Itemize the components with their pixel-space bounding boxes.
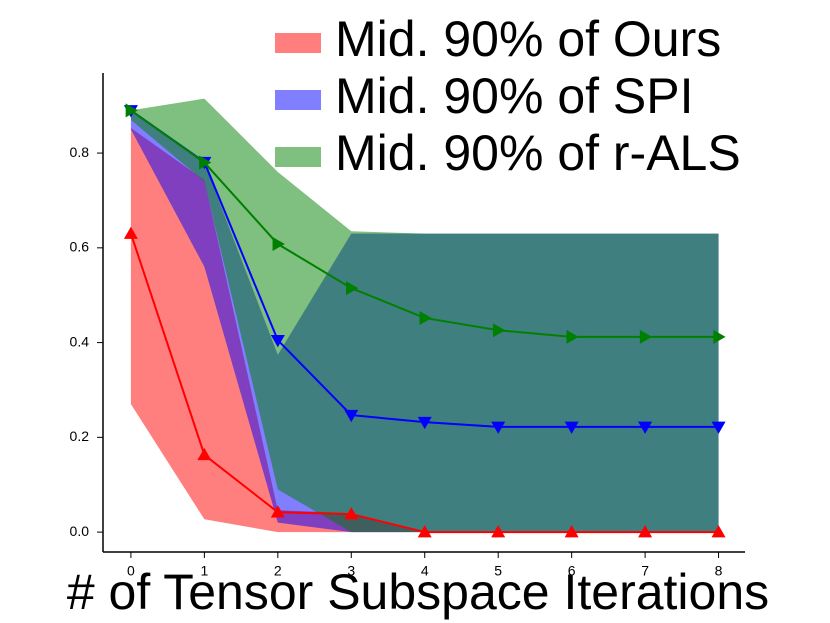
x-tick-label: 8 bbox=[715, 563, 723, 579]
marker bbox=[564, 525, 579, 538]
marker bbox=[344, 409, 359, 423]
marker bbox=[199, 155, 212, 170]
marker bbox=[417, 525, 432, 538]
marker bbox=[566, 329, 579, 344]
marker bbox=[639, 329, 653, 344]
x-tick-label: 6 bbox=[568, 563, 576, 579]
marker bbox=[711, 525, 726, 538]
y-tick-label: 0.0 bbox=[70, 523, 90, 539]
x-tick-label: 0 bbox=[127, 563, 135, 579]
x-tick-label: 5 bbox=[494, 563, 502, 579]
y-tick-label: 0.2 bbox=[70, 428, 90, 444]
marker bbox=[272, 237, 285, 252]
x-axis-label: # of Tensor Subspace Iterations bbox=[67, 564, 769, 620]
marker bbox=[713, 329, 726, 344]
legend-swatch bbox=[275, 90, 321, 110]
marker bbox=[711, 421, 726, 434]
x-tick-label: 2 bbox=[274, 563, 282, 579]
marker bbox=[638, 421, 653, 434]
legend-label: Mid. 90% of r-ALS bbox=[335, 125, 741, 181]
marker bbox=[123, 226, 138, 239]
x-tick-label: 3 bbox=[347, 563, 355, 579]
y-tick-label: 0.4 bbox=[70, 333, 90, 349]
marker bbox=[564, 421, 579, 434]
legend-swatch bbox=[275, 147, 321, 167]
marker bbox=[491, 421, 506, 434]
band bbox=[130, 127, 719, 533]
x-tick-label: 1 bbox=[200, 563, 208, 579]
marker bbox=[197, 447, 212, 461]
marker bbox=[270, 505, 285, 518]
marker bbox=[417, 416, 432, 430]
marker bbox=[492, 323, 506, 338]
marker bbox=[344, 507, 359, 520]
x-tick-label: 4 bbox=[421, 563, 429, 579]
marker bbox=[125, 103, 138, 118]
legend-label: Mid. 90% of Ours bbox=[335, 11, 721, 67]
marker bbox=[491, 525, 506, 538]
x-tick-label: 7 bbox=[641, 563, 649, 579]
marker bbox=[270, 334, 285, 348]
legend-label: Mid. 90% of SPI bbox=[335, 68, 694, 124]
marker bbox=[638, 525, 653, 538]
y-tick-label: 0.6 bbox=[70, 239, 90, 255]
legend-swatch bbox=[275, 33, 321, 53]
marker bbox=[419, 310, 432, 325]
y-tick-label: 0.8 bbox=[70, 144, 90, 160]
marker bbox=[346, 281, 359, 296]
